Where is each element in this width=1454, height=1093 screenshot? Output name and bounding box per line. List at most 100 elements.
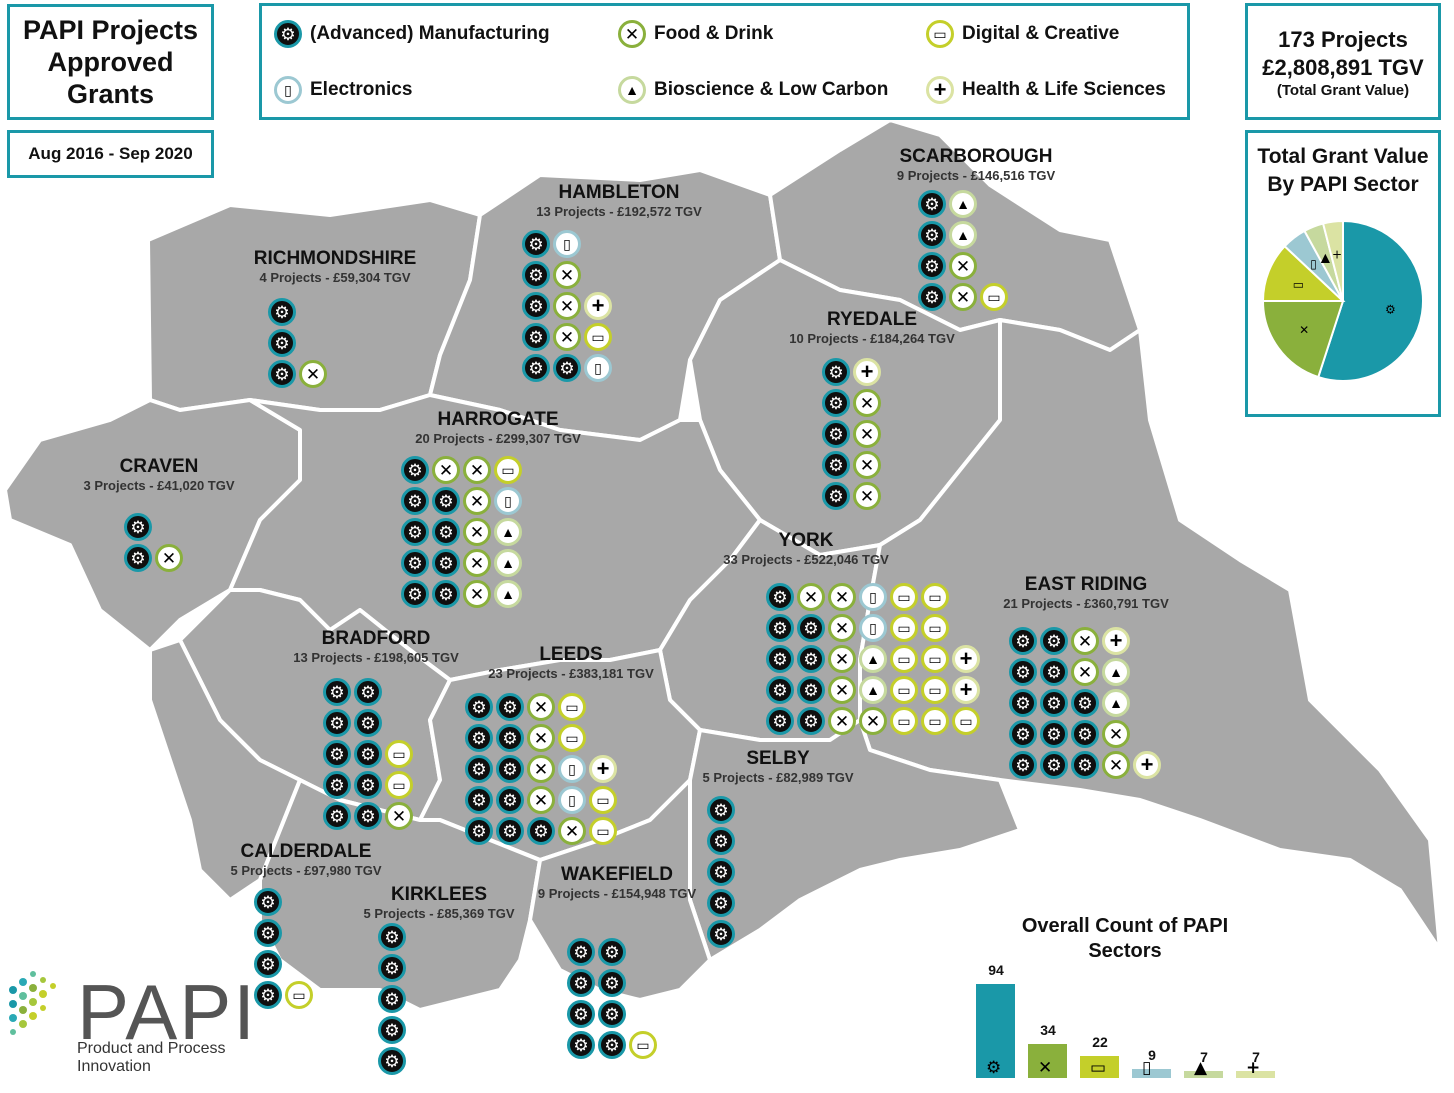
district-name: RICHMONDSHIRE [253, 248, 417, 269]
gear-icon: ⚙ [323, 802, 351, 830]
gear-icon: ⚙ [254, 981, 282, 1009]
plus-icon: + [1133, 751, 1161, 779]
gear-icon: ⚙ [268, 329, 296, 357]
gear-icon: ⚙ [707, 920, 735, 948]
tv-icon: ▭ [921, 707, 949, 735]
fork-knife-icon: ✕ [1038, 1058, 1053, 1078]
fork-knife-icon: ✕ [463, 549, 491, 577]
fork-knife-icon: ✕ [853, 389, 881, 417]
legend-item-digital: ▭ Digital & Creative [926, 20, 1119, 48]
pie-slice [1261, 300, 1345, 379]
district-stats: 13 Projects - £192,572 TGV [536, 204, 702, 219]
gear-icon: ⚙ [1071, 751, 1099, 779]
legend-item-health: + Health & Life Sciences [926, 76, 1166, 104]
gear-icon: ⚙ [1071, 720, 1099, 748]
gear-icon: ⚙ [323, 678, 351, 706]
legend-label: (Advanced) Manufacturing [310, 23, 550, 44]
tv-icon: ▭ [558, 693, 586, 721]
district-stats: 5 Projects - £82,989 TGV [702, 770, 854, 785]
gear-icon: ⚙ [797, 645, 825, 673]
gear-icon: ⚙ [766, 676, 794, 704]
fork-knife-icon: ✕ [385, 802, 413, 830]
flask-icon: ▲ [494, 549, 522, 577]
legend-label: Bioscience & Low Carbon [654, 79, 889, 100]
fork-knife-icon: ✕ [155, 544, 183, 572]
pie-box: Total Grant Value By PAPI Sector ⚙ ✕ ▭ ▯ ▲ + [1245, 130, 1441, 417]
district-label: RYEDALE 10 Projects - £184,264 TGV [789, 309, 954, 347]
gear-icon: ⚙ [1009, 689, 1037, 717]
legend-item-food: ✕ Food & Drink [618, 20, 773, 48]
tv-icon: ▭ [584, 323, 612, 351]
gear-icon: ⚙ [1385, 303, 1396, 317]
gear-icon: ⚙ [707, 889, 735, 917]
flask-icon: ▲ [1102, 658, 1130, 686]
tv-icon: ▭ [921, 614, 949, 642]
fork-knife-icon: ✕ [432, 456, 460, 484]
district-name: SCARBOROUGH [899, 146, 1053, 167]
summary-box: 173 Projects £2,808,891 TGV (Total Grant… [1245, 3, 1441, 120]
plus-icon: + [1246, 1058, 1261, 1078]
gear-icon: ⚙ [354, 709, 382, 737]
fork-knife-icon: ✕ [853, 482, 881, 510]
gear-icon: ⚙ [465, 724, 493, 752]
count-bar-value: 7 [1252, 1049, 1260, 1065]
gear-icon: ⚙ [354, 678, 382, 706]
fork-knife-icon: ✕ [553, 292, 581, 320]
gear-icon: ⚙ [323, 709, 351, 737]
gear-icon: ⚙ [522, 230, 550, 258]
fork-knife-icon: ✕ [1071, 658, 1099, 686]
phone-icon: ▯ [553, 230, 581, 258]
tv-icon: ▭ [1293, 277, 1304, 291]
tgv-note: (Total Grant Value) [1276, 82, 1410, 99]
count-bar-value: 7 [1200, 1049, 1208, 1065]
gear-icon: ⚙ [707, 827, 735, 855]
fork-knife-icon: ✕ [299, 360, 327, 388]
tv-icon: ▭ [558, 724, 586, 752]
fork-knife-icon: ✕ [463, 518, 491, 546]
logo-subtitle-1: Product and Process [77, 1040, 226, 1057]
date-range: Aug 2016 - Sep 2020 [28, 144, 193, 163]
gear-icon: ⚙ [522, 261, 550, 289]
district-stats: 5 Projects - £85,369 TGV [363, 906, 515, 921]
tv-icon: ▭ [980, 283, 1008, 311]
total-projects: 173 Projects [1278, 27, 1408, 52]
plus-icon: + [584, 292, 612, 320]
district-label: WAKEFIELD 9 Projects - £154,948 TGV [538, 864, 696, 902]
tv-icon: ▭ [385, 740, 413, 768]
district-label: HARROGATE 20 Projects - £299,307 TGV [415, 409, 580, 447]
gear-icon: ⚙ [567, 1000, 595, 1028]
fork-knife-icon: ✕ [463, 487, 491, 515]
count-chart-title: Overall Count of PAPI Sectors [1021, 915, 1229, 962]
tv-icon: ▭ [890, 645, 918, 673]
district-name: KIRKLEES [390, 884, 488, 905]
gear-icon: ⚙ [378, 985, 406, 1013]
gear-icon: ⚙ [496, 817, 524, 845]
gear-icon: ⚙ [1040, 751, 1068, 779]
gear-icon: ⚙ [918, 221, 946, 249]
tv-icon: ▭ [285, 981, 313, 1009]
gear-icon: ⚙ [254, 888, 282, 916]
pie-chart: ⚙ ✕ ▭ ▯ ▲ + [1261, 219, 1424, 382]
district-label: LEEDS 23 Projects - £383,181 TGV [488, 644, 653, 682]
plus-icon: + [952, 676, 980, 704]
gear-icon: ⚙ [553, 354, 581, 382]
flask-icon: ▲ [1321, 250, 1331, 264]
pie-slice [1321, 219, 1344, 302]
gear-icon: ⚙ [1009, 720, 1037, 748]
count-bar-value: 94 [988, 962, 1004, 978]
gear-icon: ⚙ [268, 360, 296, 388]
gear-icon: ⚙ [354, 802, 382, 830]
tv-icon: ▭ [890, 707, 918, 735]
fork-knife-icon: ✕ [828, 645, 856, 673]
count-bar [1132, 1069, 1171, 1078]
fork-knife-icon: ✕ [949, 283, 977, 311]
fork-knife-icon: ✕ [828, 676, 856, 704]
gear-icon: ⚙ [465, 786, 493, 814]
gear-icon: ⚙ [527, 817, 555, 845]
papi-logo: PAPI Product and Process Innovation [5, 970, 255, 1075]
tv-icon: ▭ [890, 614, 918, 642]
gear-icon: ⚙ [465, 755, 493, 783]
district-name: CALDERDALE [240, 841, 372, 862]
page-title: PAPI Projects Approved Grants [22, 15, 199, 109]
gear-icon: ⚙ [323, 771, 351, 799]
